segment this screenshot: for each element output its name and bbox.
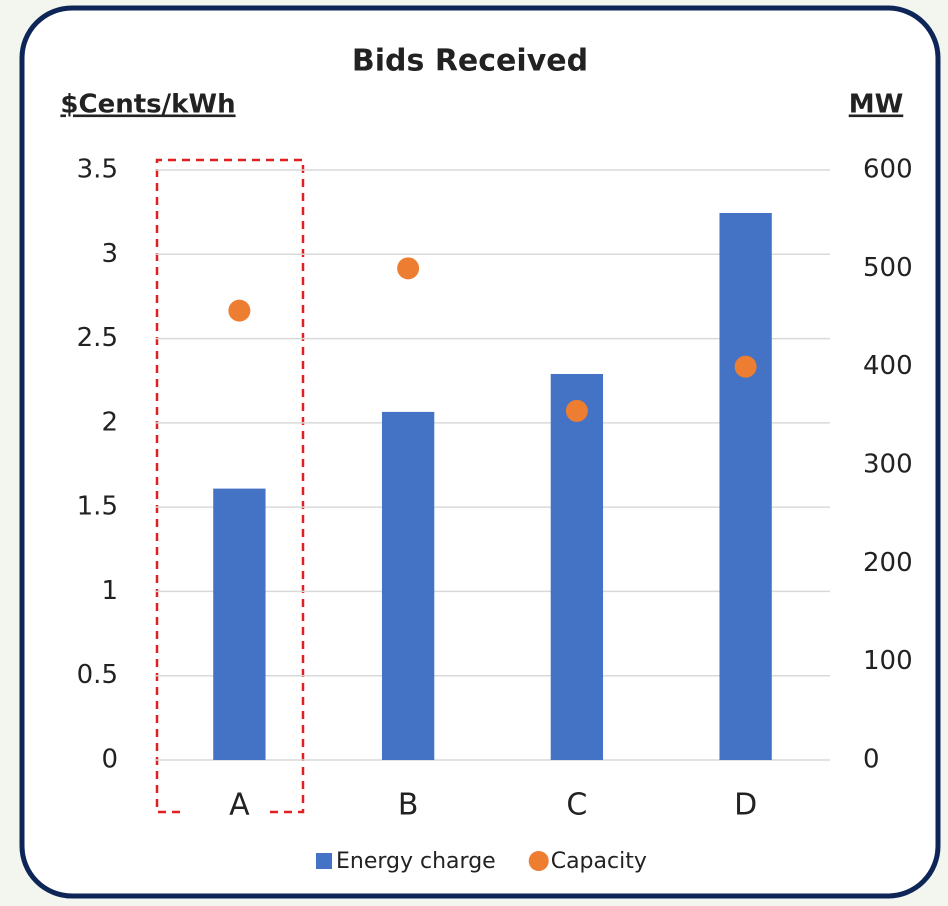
y-tick-label: 2.5: [77, 323, 118, 353]
y2-tick-label: 0: [863, 745, 880, 775]
y-tick-label: 2: [101, 407, 118, 437]
y-tick-label: 1.5: [77, 492, 118, 522]
y-axis-title: $Cents/kWh: [60, 90, 235, 120]
y2-tick-label: 100: [863, 646, 913, 676]
y2-tick-label: 600: [863, 155, 913, 185]
y2-tick-label: 500: [863, 253, 913, 283]
y-tick-label: 0.5: [77, 660, 118, 690]
legend-label: Energy charge: [336, 849, 496, 874]
chart-title: Bids Received: [352, 44, 588, 79]
bar: [213, 489, 265, 760]
y2-tick-label: 400: [863, 351, 913, 381]
y2-axis-title: MW: [849, 90, 904, 120]
point: [566, 400, 588, 422]
point: [735, 356, 757, 378]
point: [228, 300, 250, 322]
legend-swatch: [316, 853, 332, 869]
x-tick-label: B: [398, 788, 419, 823]
legend-label: Capacity: [551, 849, 647, 874]
bar: [719, 213, 771, 760]
point: [397, 257, 419, 279]
chart: Bids Received $Cents/kWh MW 0 0.5 1 1.5 2 2.5…: [0, 0, 948, 906]
bar: [382, 412, 434, 760]
bar: [551, 374, 603, 760]
y-tick-label: 0: [101, 745, 118, 775]
y-tick-label: 3: [101, 239, 118, 269]
legend-swatch: [529, 851, 549, 871]
x-tick-label: A: [229, 788, 250, 823]
x-tick-label: D: [734, 788, 757, 823]
x-tick-label: C: [566, 788, 587, 823]
frame: [22, 8, 938, 896]
y2-tick-label: 200: [863, 548, 913, 578]
y-tick-label: 1: [101, 576, 118, 606]
y2-tick-label: 300: [863, 450, 913, 480]
y-tick-label: 3.5: [77, 155, 118, 185]
